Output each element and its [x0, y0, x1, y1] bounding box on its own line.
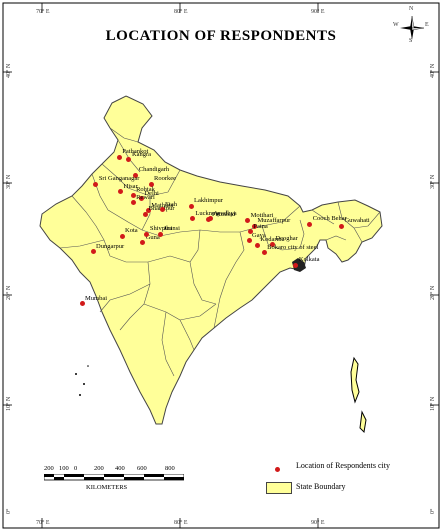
city-marker-icon: [159, 207, 165, 213]
city-marker-icon: [148, 181, 154, 187]
city-marker-icon: [338, 223, 344, 229]
city-label: Hisar: [123, 182, 138, 190]
city-label: Gaya: [252, 231, 266, 239]
lakshadweep-isle: [83, 383, 85, 385]
scale-tick-label: 600: [137, 465, 147, 472]
city-marker-icon: [93, 181, 99, 187]
bottom-lon-label-70: 70° E: [36, 520, 50, 526]
city-marker-icon: [245, 218, 251, 224]
andaman-islands: [350, 356, 360, 404]
city-marker-icon: [143, 211, 148, 217]
legend-state-swatch: [266, 482, 292, 494]
city-marker-icon: [145, 208, 151, 214]
city-marker-icon: [247, 229, 253, 235]
state-boundary-lines: [59, 127, 381, 377]
legend-boundary-label: State Boundary: [296, 482, 346, 491]
scale-tick-label: 200: [44, 465, 54, 472]
city-marker-icon: [116, 154, 122, 160]
city-marker-icon: [90, 249, 96, 255]
bottom-lon-label-80: 80° E: [174, 520, 188, 526]
city-marker-icon: [133, 172, 139, 178]
city-marker-icon: [119, 233, 125, 239]
city-label: Sri Ganganagar: [98, 175, 140, 183]
scale-tick-label: 100: [59, 465, 69, 472]
compass-s-label: S: [409, 38, 413, 44]
city-marker-icon: [130, 192, 136, 198]
city-marker-icon: [261, 250, 267, 256]
city-label: Kodarma: [260, 236, 285, 244]
city-marker-icon: [79, 301, 85, 307]
city-label: Patna: [253, 222, 268, 230]
city-label: Delhi: [144, 189, 159, 197]
compass-e-label: E: [425, 22, 429, 28]
city-label: Roorkee: [154, 175, 177, 183]
city-label: Guna: [145, 233, 160, 241]
city-label: Shivpuri: [149, 225, 173, 233]
andaman-south: [359, 410, 367, 434]
compass-n-label: N: [409, 6, 414, 12]
lakshadweep-isle: [87, 365, 89, 367]
city-label: Kangra: [131, 150, 152, 158]
city-label: Rewari: [136, 193, 155, 201]
city-marker-icon: [252, 223, 258, 229]
city-label: Etah: [165, 200, 177, 208]
top-lon-label-70: 70° E: [36, 9, 50, 15]
city-marker-icon: [118, 189, 124, 195]
city-marker-icon: [144, 231, 150, 237]
city-label: Lakhimpur: [194, 197, 223, 205]
city-label: Jhansi: [163, 225, 180, 233]
city-marker-icon: [293, 262, 299, 268]
city-label: Mathura: [151, 201, 174, 209]
scale-unit-label: KILOMETERS: [86, 484, 128, 491]
city-label: Chandigarh: [138, 166, 170, 174]
lakshadweep-isle: [75, 373, 77, 375]
city-label: Cooch Behar: [312, 215, 347, 223]
city-label: Motihari: [250, 211, 274, 219]
legend-location-label: Location of Respondents city: [296, 461, 390, 470]
lakshadweep-isle: [79, 394, 81, 396]
city-label: Muzaffarpur: [257, 217, 291, 225]
city-marker-icon: [126, 157, 132, 163]
city-label: Bokaro city of steel: [267, 243, 319, 251]
scale-tick-label: 800: [165, 465, 175, 472]
city-label: Faizabad: [211, 210, 236, 218]
city-marker-icon: [130, 200, 136, 206]
city-marker-icon: [188, 203, 194, 209]
city-label: Mumbai: [85, 294, 108, 302]
city-marker-icon: [254, 242, 260, 248]
scale-tick-label: 400: [115, 465, 125, 472]
scale-tick-label: 0: [74, 465, 78, 472]
city-label: Kota: [125, 227, 138, 235]
scale-tick-label: 200: [94, 465, 104, 472]
city-marker-icon: [138, 196, 144, 202]
city-label: Dungarpur: [96, 242, 125, 250]
city-marker-icon: [140, 240, 146, 246]
city-marker-icon: [189, 216, 195, 222]
city-marker-icon: [246, 238, 252, 244]
city-marker-icon: [158, 231, 164, 237]
top-lon-label-80: 80° E: [174, 9, 188, 15]
city-marker-icon: [269, 241, 275, 247]
city-label: Rohtak: [136, 186, 155, 194]
legend-dot-icon: [275, 467, 280, 472]
india-outline: [39, 95, 383, 425]
city-marker-icon: [307, 221, 313, 227]
city-label: Lucknow: [195, 209, 220, 217]
city-label: Guwahati: [344, 217, 370, 225]
city-label: Pathankot: [122, 148, 149, 156]
city-label: Deoghar: [275, 235, 298, 243]
city-label: Kolkata: [298, 256, 320, 264]
compass-w-label: W: [393, 22, 399, 28]
kolkata-coast: [292, 258, 306, 272]
map-title: LOCATION OF RESPONDENTS: [105, 28, 337, 44]
top-lon-label-90: 90° E: [311, 9, 325, 15]
compass-rose-icon: [400, 15, 425, 40]
city-label: Ayodhya: [213, 209, 237, 217]
bottom-lon-label-90: 90° E: [311, 520, 325, 526]
scale-bar: [44, 474, 184, 481]
city-marker-icon: [206, 217, 212, 223]
